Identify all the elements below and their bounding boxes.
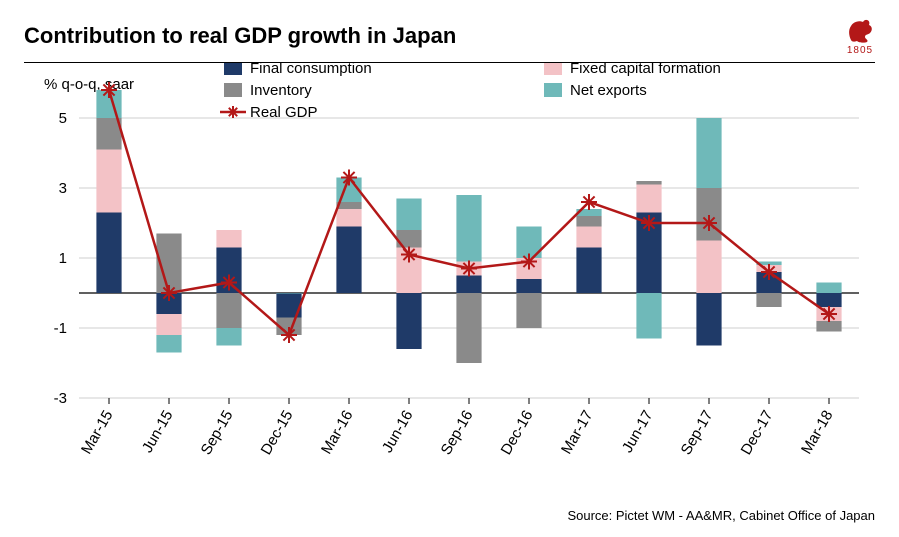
- x-tick-label: Mar-16: [318, 408, 356, 458]
- x-tick-label: Dec-17: [738, 408, 777, 458]
- legend: Final consumption Fixed capital formation…: [220, 63, 721, 121]
- legend-label: Net exports: [570, 82, 647, 99]
- bar-segment-final_consumption: [96, 213, 121, 294]
- bar-segment-fixed_capital: [216, 230, 241, 248]
- real-gdp-marker: [821, 306, 837, 322]
- x-tick-label: Mar-15: [78, 408, 116, 458]
- x-tick-label: Mar-17: [558, 408, 596, 458]
- x-tick-label: Jun-16: [379, 408, 417, 456]
- bar-segment-inventory: [216, 293, 241, 328]
- bar-segment-fixed_capital: [636, 185, 661, 213]
- bar-segment-final_consumption: [696, 293, 721, 346]
- bar-segment-fixed_capital: [696, 241, 721, 294]
- bar-segment-net_exports: [156, 335, 181, 353]
- bar-segment-inventory: [816, 321, 841, 332]
- bar-segment-inventory: [636, 181, 661, 185]
- real-gdp-marker: [401, 247, 417, 263]
- gdp-chart: % q-o-q, saar-3-1135Mar-15Jun-15Sep-15De…: [24, 63, 875, 493]
- legend-label: Final consumption: [250, 63, 372, 77]
- source-text: Source: Pictet WM - AA&MR, Cabinet Offic…: [567, 508, 875, 523]
- x-tick-label: Mar-18: [798, 408, 836, 458]
- bar-segment-inventory: [516, 293, 541, 328]
- bar-segment-inventory: [576, 216, 601, 227]
- bar-segment-fixed_capital: [576, 227, 601, 248]
- bar-segment-net_exports: [456, 195, 481, 262]
- real-gdp-marker: [701, 215, 717, 231]
- legend-swatch: [224, 63, 242, 75]
- lion-icon: [845, 16, 875, 44]
- legend-label: Inventory: [250, 82, 312, 99]
- real-gdp-marker: [461, 261, 477, 277]
- y-tick-label: 5: [59, 110, 67, 127]
- x-tick-label: Sep-15: [198, 408, 237, 458]
- real-gdp-marker: [281, 327, 297, 343]
- x-tick-label: Jun-17: [619, 408, 657, 456]
- bar-segment-net_exports: [276, 293, 301, 294]
- bar-segment-final_consumption: [816, 293, 841, 307]
- legend-label: Real GDP: [250, 104, 318, 121]
- bar-segment-fixed_capital: [156, 314, 181, 335]
- legend-swatch: [544, 83, 562, 97]
- legend-swatch: [544, 63, 562, 75]
- y-tick-label: -1: [54, 320, 67, 337]
- bar-segment-inventory: [696, 188, 721, 241]
- bar-segment-inventory: [456, 293, 481, 363]
- real-gdp-marker: [221, 275, 237, 291]
- bar-segment-net_exports: [216, 328, 241, 346]
- chart-title: Contribution to real GDP growth in Japan: [24, 23, 456, 49]
- bar-segment-net_exports: [396, 199, 421, 231]
- real-gdp-marker: [581, 194, 597, 210]
- bar-segment-final_consumption: [396, 293, 421, 349]
- bar-segment-inventory: [756, 293, 781, 307]
- x-tick-label: Sep-16: [438, 408, 477, 458]
- bar-segment-final_consumption: [336, 227, 361, 294]
- x-tick-label: Sep-17: [678, 408, 717, 458]
- y-tick-label: 1: [59, 250, 67, 267]
- x-tick-label: Dec-15: [258, 408, 297, 458]
- real-gdp-marker: [101, 82, 117, 98]
- real-gdp-marker: [161, 285, 177, 301]
- bar-segment-fixed_capital: [336, 209, 361, 227]
- x-tick-label: Dec-16: [498, 408, 537, 458]
- real-gdp-marker: [641, 215, 657, 231]
- real-gdp-marker: [761, 264, 777, 280]
- brand-logo: 1805: [845, 16, 875, 56]
- logo-year: 1805: [847, 45, 873, 56]
- legend-label: Fixed capital formation: [570, 63, 721, 77]
- real-gdp-marker: [521, 254, 537, 270]
- bar-segment-final_consumption: [456, 276, 481, 294]
- x-tick-label: Jun-15: [139, 408, 177, 456]
- bar-segment-net_exports: [636, 293, 661, 339]
- y-tick-label: -3: [54, 390, 67, 407]
- bar-segment-final_consumption: [516, 279, 541, 293]
- bar-segment-fixed_capital: [96, 150, 121, 213]
- y-tick-label: 3: [59, 180, 67, 197]
- legend-swatch: [224, 83, 242, 97]
- bar-segment-net_exports: [816, 283, 841, 294]
- bar-segment-net_exports: [696, 118, 721, 188]
- bar-segment-final_consumption: [576, 248, 601, 294]
